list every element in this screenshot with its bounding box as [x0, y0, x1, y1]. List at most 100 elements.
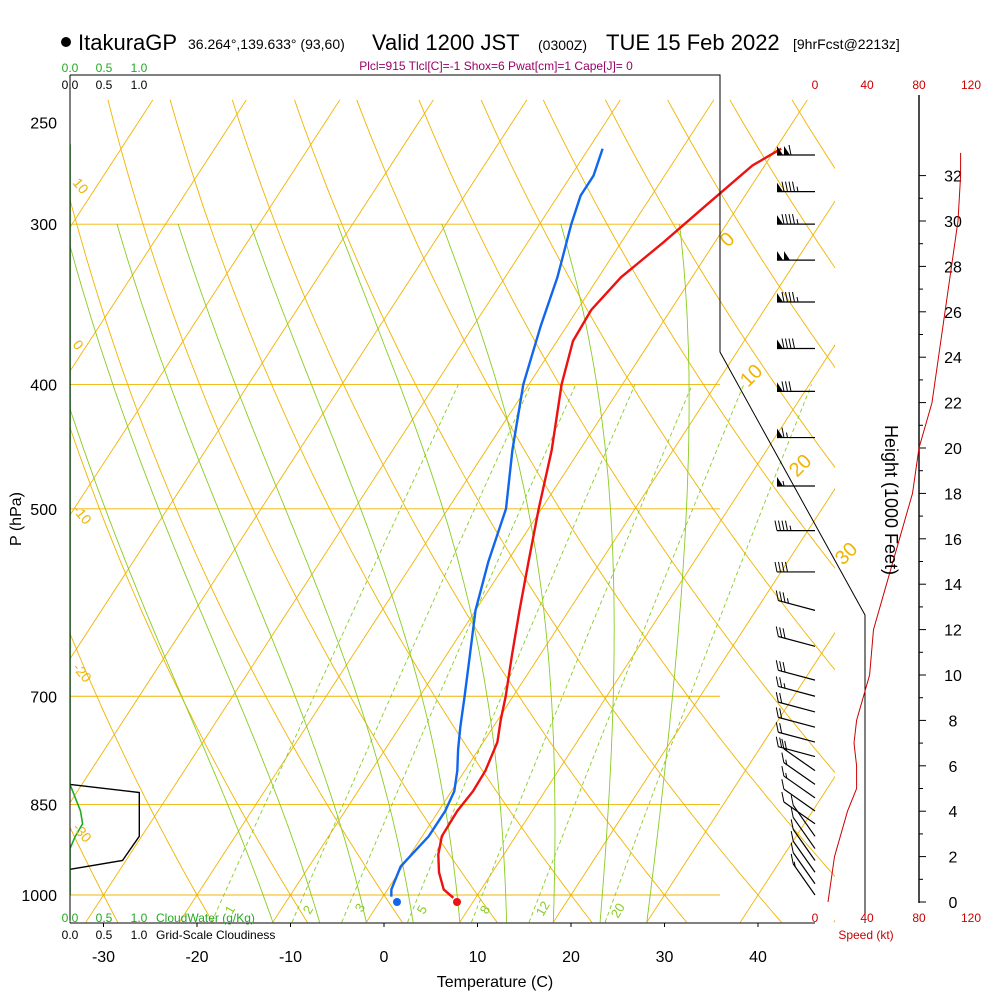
dry-adiabat-line — [70, 826, 119, 923]
isotherm-line — [833, 919, 835, 923]
wind-barb-feather — [781, 427, 785, 438]
dry-adiabat-line — [854, 100, 1000, 922]
wind-barb — [790, 842, 816, 885]
wind-barb-staff — [778, 716, 816, 728]
station-coords: 36.264°,139.633° (93,60) — [188, 36, 345, 52]
wind-barb-flag — [777, 339, 783, 349]
station-name: ItakuraGP — [78, 30, 177, 55]
dry-adiabat-line — [70, 197, 403, 923]
wind-barb-feather — [775, 707, 779, 718]
cloud-water-tick-bottom: 0.0 — [62, 911, 79, 925]
wind-barb-staff — [783, 748, 816, 772]
wind-barb-feather — [774, 520, 778, 531]
temp-tick-label: -20 — [185, 949, 208, 966]
speed-tick-top: 40 — [860, 78, 874, 92]
dry-adiabat-line — [667, 99, 835, 369]
speed-panel: 0246810121416182022242628303200404080801… — [812, 78, 982, 942]
wind-barb-flag — [784, 251, 790, 261]
wind-barb-feather — [779, 723, 783, 734]
wind-barb-feather — [785, 381, 788, 392]
dry-adiabat-line — [542, 99, 835, 569]
height-tick-label: 20 — [944, 441, 962, 458]
moist-adiabat-line — [70, 407, 274, 923]
wind-barb-feather — [781, 752, 785, 763]
temp-tick-label: 20 — [562, 949, 580, 966]
wind-barb — [781, 779, 816, 812]
dry-adiabat-line — [70, 426, 308, 923]
pressure-tick-label: 500 — [30, 502, 57, 519]
wind-barb-feather — [781, 738, 785, 749]
height-tick-label: 22 — [944, 396, 962, 413]
temp-tick-label: 10 — [469, 949, 487, 966]
wind-barb-feather — [790, 807, 794, 818]
wind-barb-staff — [783, 788, 816, 812]
height-tick-label: 6 — [949, 759, 958, 776]
wind-barb-feather — [790, 842, 794, 853]
wind-barbs — [774, 144, 816, 896]
wind-barb-flag — [777, 477, 783, 487]
wind-barb-feather — [781, 791, 785, 803]
wind-barb — [781, 791, 816, 825]
wind-barb-half — [786, 432, 788, 438]
wind-barb — [777, 477, 815, 487]
wind-barb-staff — [792, 863, 816, 896]
dewpoint-profile — [390, 148, 604, 897]
wind-barb — [774, 520, 815, 532]
profiles-layer — [70, 144, 782, 906]
moist-adiabat-line — [441, 223, 556, 923]
wind-barb-feather — [781, 765, 785, 777]
isotherm-line — [70, 99, 247, 372]
isotherm-line — [552, 488, 835, 923]
wind-barb — [790, 831, 816, 873]
speed-tick-top: 80 — [912, 78, 926, 92]
wind-barb-staff — [783, 762, 816, 785]
wind-barb-flag — [777, 293, 783, 303]
wind-barb-staff — [792, 852, 816, 885]
dry-adiabat-label: 20 — [785, 450, 816, 481]
wind-barb-feather — [775, 660, 779, 671]
wind-barb-flag — [777, 215, 783, 225]
wind-barb-feather — [785, 291, 788, 303]
wind-barb-feather — [781, 520, 785, 531]
height-tick-label: 2 — [949, 850, 958, 867]
wind-barb-staff — [778, 731, 816, 743]
cloudiness-tick-top: 0.0 — [62, 78, 79, 92]
dry-adiabat-line — [169, 99, 593, 923]
mixing-ratio-line — [341, 384, 577, 923]
speed-tick-top: 120 — [961, 78, 981, 92]
y-axis-label: P (hPa) — [8, 492, 25, 546]
temp-tick-label: -30 — [92, 949, 115, 966]
isotherm-line — [927, 100, 1000, 922]
height-tick-label: 10 — [944, 668, 962, 685]
wind-barb-feather — [781, 381, 785, 392]
cloudiness-tick-top: 0.5 — [96, 78, 113, 92]
wind-barb — [790, 819, 816, 861]
wind-barb-flag — [777, 428, 783, 438]
wind-barb-feather — [790, 795, 794, 806]
wind-barb-feather — [781, 779, 785, 790]
wind-barb-feather — [781, 181, 785, 192]
wind-barb-feather — [782, 592, 786, 603]
wind-barb-feather — [782, 628, 786, 639]
wind-barb — [775, 722, 816, 743]
height-tick-label: 30 — [944, 214, 962, 231]
wind-barb-feather — [779, 692, 783, 704]
wind-barb-half — [782, 480, 785, 487]
wind-barb-feather — [779, 677, 783, 688]
moist-adiabat-line — [116, 223, 367, 923]
dry-adiabat-line — [356, 99, 835, 878]
cloudiness-tick-bottom: 0.5 — [96, 928, 113, 942]
wind-barb — [790, 853, 816, 896]
wind-barb-feather — [779, 708, 783, 719]
pressure-tick-label: 250 — [30, 116, 57, 133]
wind-barb-feather — [781, 561, 785, 573]
cloudiness-label: Grid-Scale Cloudiness — [156, 928, 275, 942]
wind-barb-staff — [778, 701, 816, 713]
forecast-tag: [9hrFcst@2213z] — [793, 36, 900, 52]
wind-barb-staff — [792, 840, 816, 873]
cloud-water-tick-bottom: 0.5 — [96, 911, 113, 925]
pressure-tick-label: 400 — [30, 377, 57, 394]
wind-barb — [781, 765, 816, 799]
